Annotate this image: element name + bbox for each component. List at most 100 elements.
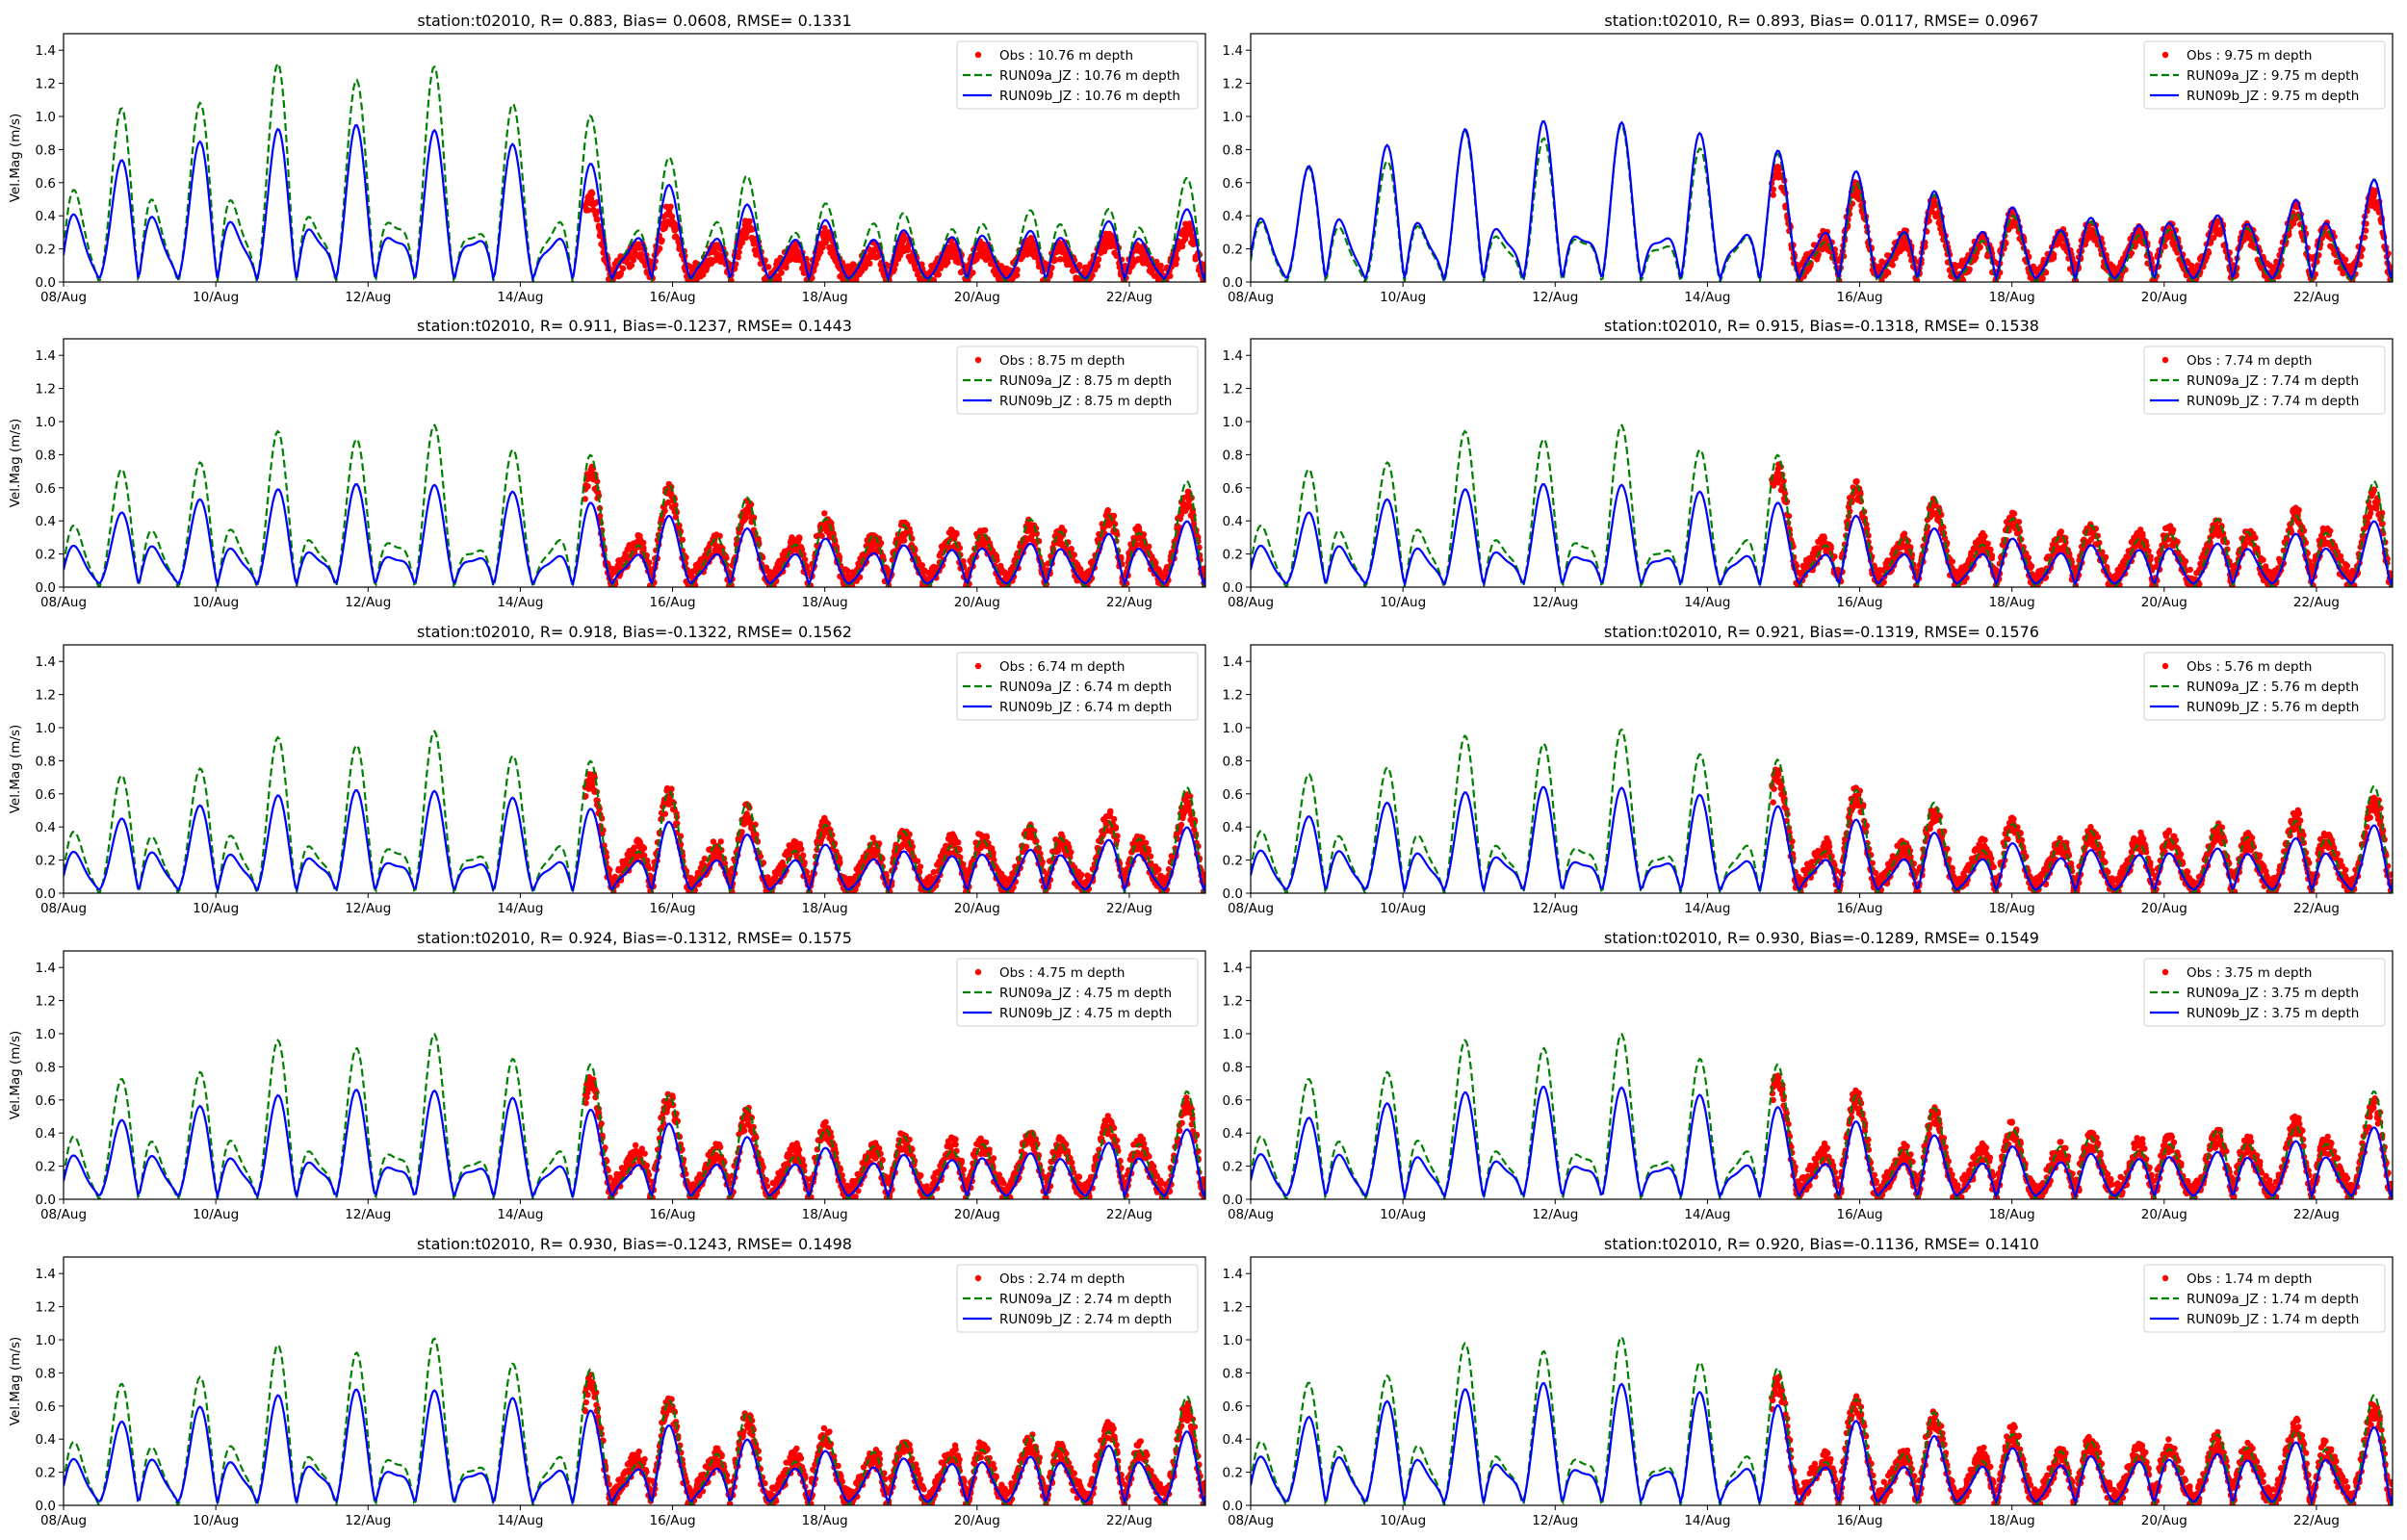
y-tick-label: 0.6 — [36, 176, 56, 192]
obs-point — [628, 262, 635, 269]
obs-point — [2205, 249, 2213, 256]
obs-point — [2295, 506, 2302, 514]
y-tick-label: 1.4 — [1223, 43, 1243, 59]
obs-point — [868, 543, 876, 550]
obs-point — [1104, 506, 1112, 514]
series-run09b-line — [1251, 119, 2393, 282]
obs-point — [1827, 543, 1834, 550]
y-tick-label: 0.0 — [1223, 580, 1243, 596]
panel-title: station:t02010, R= 0.911, Bias=-0.1237, … — [417, 317, 852, 335]
obs-point — [1770, 192, 1776, 198]
panel: station:t02010, R= 0.918, Bias=-0.1322, … — [8, 623, 1206, 916]
obs-point — [796, 534, 803, 541]
obs-point — [953, 529, 960, 537]
legend-marker-obs — [974, 51, 982, 59]
x-tick-label: 16/Aug — [1836, 290, 1882, 305]
obs-point — [2039, 275, 2046, 282]
legend-label: RUN09b_JZ : 7.74 m depth — [2187, 394, 2359, 409]
panel-title: station:t02010, R= 0.893, Bias= 0.0117, … — [1604, 12, 2038, 30]
obs-point — [1928, 208, 1936, 216]
y-tick-label: 1.4 — [36, 43, 56, 59]
plot-area — [64, 730, 1205, 893]
legend-label: RUN09a_JZ : 8.75 m depth — [999, 373, 1172, 389]
x-tick-label: 20/Aug — [2141, 290, 2187, 305]
obs-point — [994, 556, 1000, 564]
y-tick-label: 0.8 — [1223, 142, 1243, 158]
obs-point — [891, 266, 898, 272]
obs-point — [867, 260, 873, 267]
obs-point — [980, 241, 987, 248]
obs-point — [594, 216, 601, 223]
axes-frame — [63, 338, 1206, 588]
obs-point — [2187, 566, 2193, 574]
y-tick-label: 0.2 — [1223, 548, 1243, 563]
obs-point — [1094, 262, 1101, 270]
obs-point — [2254, 545, 2261, 552]
obs-point — [1178, 243, 1186, 250]
obs-point — [2369, 490, 2376, 497]
y-tick-label: 0.4 — [1223, 209, 1243, 224]
obs-point — [1981, 532, 1988, 540]
series-run09b-line — [64, 482, 1205, 587]
panel: station:t02010, R= 0.893, Bias= 0.0117, … — [1223, 12, 2394, 305]
obs-point — [646, 559, 653, 566]
y-tick-label: 0.6 — [1223, 176, 1243, 192]
obs-point — [2173, 539, 2180, 546]
legend-label: RUN09b_JZ : 9.75 m depth — [2187, 89, 2359, 104]
panel: station:t02010, R= 0.883, Bias= 0.0608, … — [8, 12, 1206, 305]
obs-point — [584, 207, 592, 214]
x-tick-label: 18/Aug — [802, 595, 848, 610]
obs-point — [1203, 261, 1205, 268]
x-tick-label: 22/Aug — [2293, 595, 2340, 610]
axes-frame — [63, 33, 1206, 283]
x-tick-label: 10/Aug — [193, 595, 239, 610]
obs-point — [862, 264, 868, 270]
y-tick-label: 1.0 — [1223, 110, 1243, 125]
obs-point — [1110, 512, 1118, 520]
series-run09a-line — [1251, 424, 2393, 587]
obs-point — [2327, 527, 2334, 534]
obs-point — [765, 264, 772, 270]
x-tick-label: 22/Aug — [1106, 595, 1152, 610]
series-run09b-line — [1251, 482, 2393, 587]
obs-point — [2260, 556, 2266, 563]
obs-point — [595, 224, 603, 231]
obs-point — [1173, 254, 1179, 262]
x-tick-label: 12/Aug — [1532, 290, 1578, 305]
obs-point — [1966, 266, 1973, 273]
obs-point — [2051, 251, 2058, 258]
obs-point — [793, 246, 801, 254]
axes-frame — [1250, 33, 2394, 283]
obs-point — [584, 483, 591, 490]
obs-point — [1186, 220, 1193, 227]
obs-point — [2058, 528, 2064, 535]
x-tick-label: 22/Aug — [2293, 290, 2340, 305]
obs-point — [970, 270, 976, 276]
obs-point — [2342, 256, 2349, 263]
obs-point — [982, 526, 989, 534]
y-tick-label: 0.8 — [1223, 448, 1243, 463]
plot-area — [64, 424, 1205, 587]
obs-point — [1857, 491, 1864, 498]
obs-point — [2273, 258, 2280, 265]
y-tick-label: 1.2 — [36, 77, 56, 92]
obs-point — [1901, 530, 1908, 537]
x-tick-label: 14/Aug — [497, 595, 543, 610]
obs-point — [1190, 521, 1198, 527]
y-tick-label: 1.2 — [36, 382, 56, 398]
obs-point — [589, 190, 596, 197]
obs-point — [736, 248, 742, 256]
x-tick-label: 18/Aug — [802, 290, 848, 305]
obs-point — [1194, 533, 1202, 540]
obs-point — [619, 265, 627, 271]
obs-point — [595, 489, 602, 496]
legend-label: Obs : 8.75 m depth — [999, 353, 1125, 369]
obs-point — [597, 512, 604, 520]
obs-point — [1187, 225, 1195, 232]
obs-point — [1157, 262, 1164, 270]
obs-point — [1152, 559, 1159, 567]
obs-point — [739, 239, 746, 246]
series-run09a-line — [64, 424, 1205, 587]
legend-label: RUN09b_JZ : 10.76 m depth — [999, 89, 1180, 104]
